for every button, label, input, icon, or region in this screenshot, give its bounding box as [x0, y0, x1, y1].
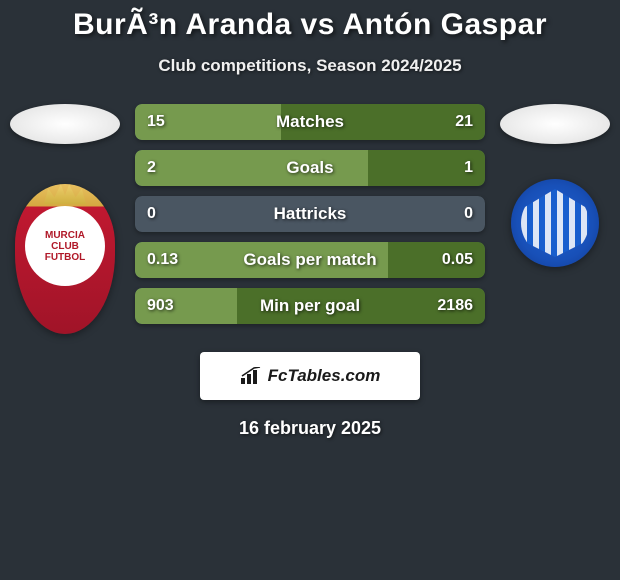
chart-icon	[240, 367, 262, 385]
stat-row: 0 Hattricks 0	[135, 196, 485, 232]
stat-row: 0.13 Goals per match 0.05	[135, 242, 485, 278]
badge-text: MURCIA	[45, 230, 85, 241]
watermark-badge[interactable]: FcTables.com	[200, 352, 420, 400]
stat-value-right: 1	[464, 159, 473, 177]
stat-row: 2 Goals 1	[135, 150, 485, 186]
stat-label: Matches	[276, 112, 344, 132]
badge-text: CLUB	[51, 241, 79, 252]
left-club-badge: MURCIA CLUB FUTBOL	[15, 184, 115, 334]
crown-icon	[44, 182, 86, 204]
stats-list: 15 Matches 21 2 Goals 1 0 Hattricks 0 0.13 Goals p…	[135, 104, 485, 324]
right-player-photo	[500, 104, 610, 144]
stat-value-left: 903	[147, 297, 174, 315]
right-column	[495, 104, 615, 267]
stat-value-left: 2	[147, 159, 156, 177]
left-column: MURCIA CLUB FUTBOL	[5, 104, 125, 334]
page-title: BurÃ³n Aranda vs Antón Gaspar	[0, 8, 620, 42]
stat-label: Goals per match	[243, 250, 376, 270]
left-player-photo	[10, 104, 120, 144]
comparison-area: MURCIA CLUB FUTBOL 15 Matches 21 2 Goals 1 0 Ha…	[0, 104, 620, 334]
right-club-badge	[511, 179, 599, 267]
stat-label: Min per goal	[260, 296, 360, 316]
subtitle: Club competitions, Season 2024/2025	[0, 56, 620, 76]
left-club-text: MURCIA CLUB FUTBOL	[25, 206, 105, 286]
stat-label: Goals	[286, 158, 333, 178]
stat-value-right: 21	[455, 113, 473, 131]
stat-value-right: 0	[464, 205, 473, 223]
date-text: 16 february 2025	[0, 418, 620, 439]
stat-value-right: 0.05	[442, 251, 473, 269]
stat-row: 15 Matches 21	[135, 104, 485, 140]
watermark-text: FcTables.com	[268, 366, 381, 386]
badge-text: FUTBOL	[45, 252, 86, 263]
stat-value-right: 2186	[437, 297, 473, 315]
stat-value-left: 0.13	[147, 251, 178, 269]
stat-label: Hattricks	[274, 204, 347, 224]
stat-value-left: 0	[147, 205, 156, 223]
stat-value-left: 15	[147, 113, 165, 131]
stat-row: 903 Min per goal 2186	[135, 288, 485, 324]
